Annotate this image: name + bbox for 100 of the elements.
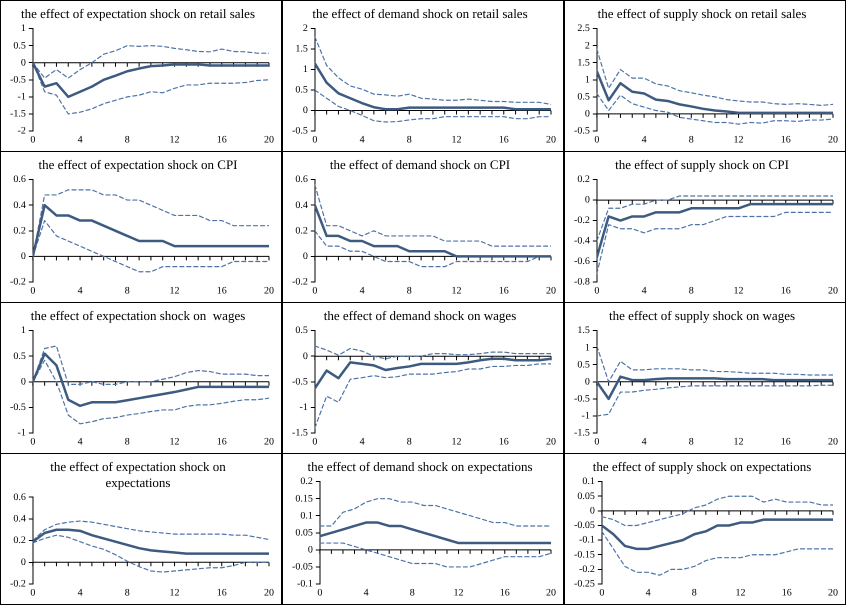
y-tick-label: 0.2 [13,225,26,236]
x-tick-label: 8 [124,286,130,297]
y-tick-label: 0 [302,251,308,262]
x-tick-label: 16 [500,588,510,599]
y-tick-label: 0.6 [13,492,26,503]
x-tick-label: 8 [406,436,412,448]
y-tick-label: -1 [299,402,308,414]
y-tick-label: 0 [20,556,26,568]
y-tick-label: -0.5 [292,126,308,137]
x-tick-label: 20 [828,436,838,448]
line-series [596,212,833,274]
line-series [596,48,833,106]
chart-title: the effect of supply shock on wages [608,308,796,324]
y-tick-label: -1 [17,428,26,439]
y-tick-label: 0.5 [295,325,308,336]
y-tick-label: -0.05 [292,562,313,573]
chart-title: the effect of demand shock on expectations [307,459,533,474]
chart-title: the effect of expectation shock on retail sales [20,6,256,22]
y-tick-label: -0.2 [10,276,26,288]
x-tick-label: 16 [216,588,227,599]
y-tick-label: 0 [20,251,26,262]
line-series [314,36,551,105]
y-tick-label: 2 [584,40,590,52]
x-tick-label: 8 [406,286,412,297]
y-tick-label: -0.2 [574,215,590,226]
x-tick-label: 8 [688,286,694,297]
y-tick-label: 0 [20,376,26,388]
x-tick-label: 20 [264,134,274,146]
chart-title: the effect of demand shock on retail sales [312,6,528,22]
x-tick-label: 20 [546,436,556,448]
x-tick-label: 20 [264,286,274,297]
y-tick-label: -2 [17,126,26,137]
x-tick-label: 12 [734,134,744,146]
y-tick-label: -0.6 [574,256,590,268]
x-tick-label: 4 [78,436,83,448]
x-tick-label: 8 [124,436,130,448]
y-tick-label: 0.5 [13,350,26,362]
y-tick-label: -0.25 [574,578,595,590]
y-tick-label: -0.5 [10,402,26,414]
x-tick-label: 4 [360,286,365,297]
y-tick-label: 0.2 [300,476,313,488]
line-series [596,384,833,417]
chart-title: the effect of supply shock on expectations [592,459,812,474]
x-tick-label: 16 [216,286,227,297]
y-tick-label: 2.5 [577,23,590,34]
y-tick-label: 0.6 [295,174,308,186]
x-tick-label: 8 [692,588,697,599]
y-tick-label: -1.5 [10,108,26,120]
x-tick-label: 20 [546,134,556,146]
line-series [314,363,551,428]
y-tick-label: -0.2 [292,276,308,288]
x-tick-label: 20 [264,436,274,448]
x-tick-label: 12 [734,286,744,297]
chart-title: the effect of expectation shock on CPI [38,157,238,172]
y-tick-label: 0 [20,57,26,68]
line-series [596,345,833,382]
x-tick-label: 8 [406,134,412,146]
y-tick-label: 0.5 [577,91,590,102]
x-tick-label: 12 [170,134,180,146]
x-tick-label: 0 [30,134,36,146]
x-tick-label: 12 [454,588,464,599]
y-tick-label: -1 [581,410,590,422]
x-tick-label: 0 [317,588,322,599]
x-tick-label: 4 [642,286,647,297]
y-tick-label: 0.6 [13,174,26,186]
x-tick-label: 12 [170,436,180,448]
x-tick-label: 12 [452,436,462,448]
x-tick-label: 20 [546,286,556,297]
x-tick-label: 16 [498,134,509,146]
x-tick-label: 20 [828,134,838,146]
y-tick-label: -0.1 [296,578,313,590]
y-tick-label: 0.2 [13,535,26,546]
y-tick-label: 0.5 [577,359,590,370]
chart-title: the effect of supply shock on retail sales [598,6,806,22]
y-tick-label: -0.4 [574,236,590,247]
x-tick-label: 12 [452,286,462,297]
x-tick-label: 4 [642,134,647,146]
x-tick-label: 16 [782,588,792,599]
y-tick-label: 0.05 [295,527,313,538]
y-tick-label: 0 [584,108,590,120]
y-tick-label: 0 [584,376,590,388]
x-tick-label: 12 [452,134,462,146]
y-tick-label: -0.5 [292,376,308,388]
x-tick-label: 12 [736,588,746,599]
y-tick-label: 1 [20,325,26,336]
x-tick-label: 8 [124,588,130,599]
x-tick-label: 0 [30,286,36,297]
line-series [314,184,551,247]
x-tick-label: 16 [216,134,227,146]
y-tick-label: 1 [20,23,26,34]
y-tick-label: 0.1 [300,510,313,522]
y-tick-label: 0 [584,194,590,206]
chart-title: the effect of expectation shock on expectations [50,459,226,490]
x-tick-label: 4 [360,134,365,146]
y-tick-label: 0.05 [577,490,595,502]
x-tick-label: 16 [498,436,509,448]
x-tick-label: 20 [546,588,556,599]
x-tick-label: 4 [78,588,83,599]
y-tick-label: -1.5 [292,428,308,439]
x-tick-label: 8 [688,436,694,448]
